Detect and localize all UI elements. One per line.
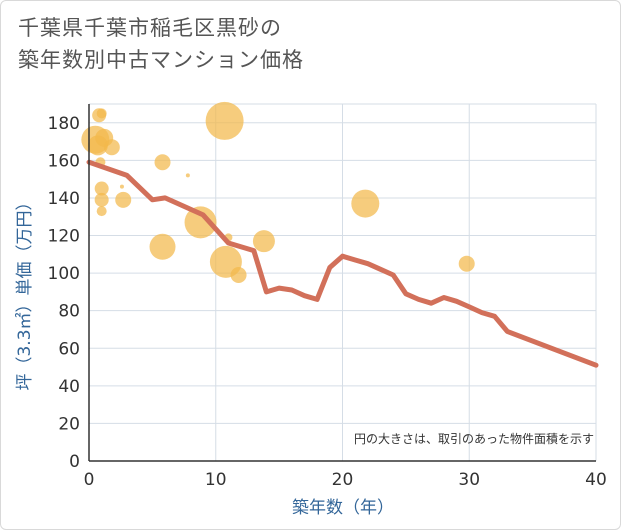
axes-layer <box>88 104 596 462</box>
trend-line-layer <box>86 159 599 368</box>
bubble-point-4 <box>96 108 107 119</box>
y-tick-label-0: 0 <box>69 452 80 472</box>
bubble-point-10 <box>119 184 124 189</box>
y-tick-label-40: 40 <box>58 377 80 397</box>
bubble-point-5 <box>94 181 109 196</box>
x-tick-label-10: 10 <box>205 470 227 490</box>
bubble-point-16 <box>205 101 244 140</box>
x-tick-label-40: 40 <box>585 470 607 490</box>
bubble-point-12 <box>154 154 171 171</box>
y-axis-label: 坪（3.3㎡）単価（万円） <box>15 193 35 390</box>
y-tick-label-160: 160 <box>48 151 80 171</box>
grid-lines <box>89 103 597 461</box>
bubble-point-21 <box>351 189 380 218</box>
size-note: 円の大きさは、取引のあった物件面積を示す <box>354 431 594 446</box>
tick-labels: 0 20 40 60 80 100 120 140 160 180 0 10 20 30 40 <box>48 114 607 490</box>
y-tick-label-100: 100 <box>48 264 80 284</box>
chart-title-line-1: 千葉県千葉市稲毛区黒砂の <box>18 16 282 40</box>
x-tick-label-0: 0 <box>84 470 95 490</box>
y-tick-label-20: 20 <box>58 414 80 434</box>
chart-title-line-2: 築年数別中古マンション価格 <box>18 48 304 72</box>
bubble-point-22 <box>458 255 475 272</box>
x-tick-label-30: 30 <box>458 470 480 490</box>
x-axis-label: 築年数（年） <box>292 498 394 518</box>
bubble-layer <box>81 101 475 283</box>
bubble-point-11 <box>115 191 132 208</box>
bubble-point-6 <box>94 192 109 207</box>
bubble-point-7 <box>96 206 107 217</box>
bubble-point-15 <box>184 206 217 239</box>
y-tick-label-80: 80 <box>58 302 80 322</box>
y-tick-label-60: 60 <box>58 339 80 359</box>
bubble-point-19 <box>230 266 247 283</box>
chart-title: 千葉県千葉市稲毛区黒砂の 築年数別中古マンション価格 <box>18 12 578 76</box>
bubble-point-20 <box>252 230 275 253</box>
bubble-point-14 <box>185 173 190 178</box>
x-tick-label-20: 20 <box>332 470 354 490</box>
y-tick-label-180: 180 <box>48 114 80 134</box>
y-tick-label-140: 140 <box>48 189 80 209</box>
trend-line <box>86 159 599 368</box>
y-tick-label-120: 120 <box>48 227 80 247</box>
bubble-point-9 <box>103 139 120 156</box>
bubble-point-13 <box>149 233 176 260</box>
